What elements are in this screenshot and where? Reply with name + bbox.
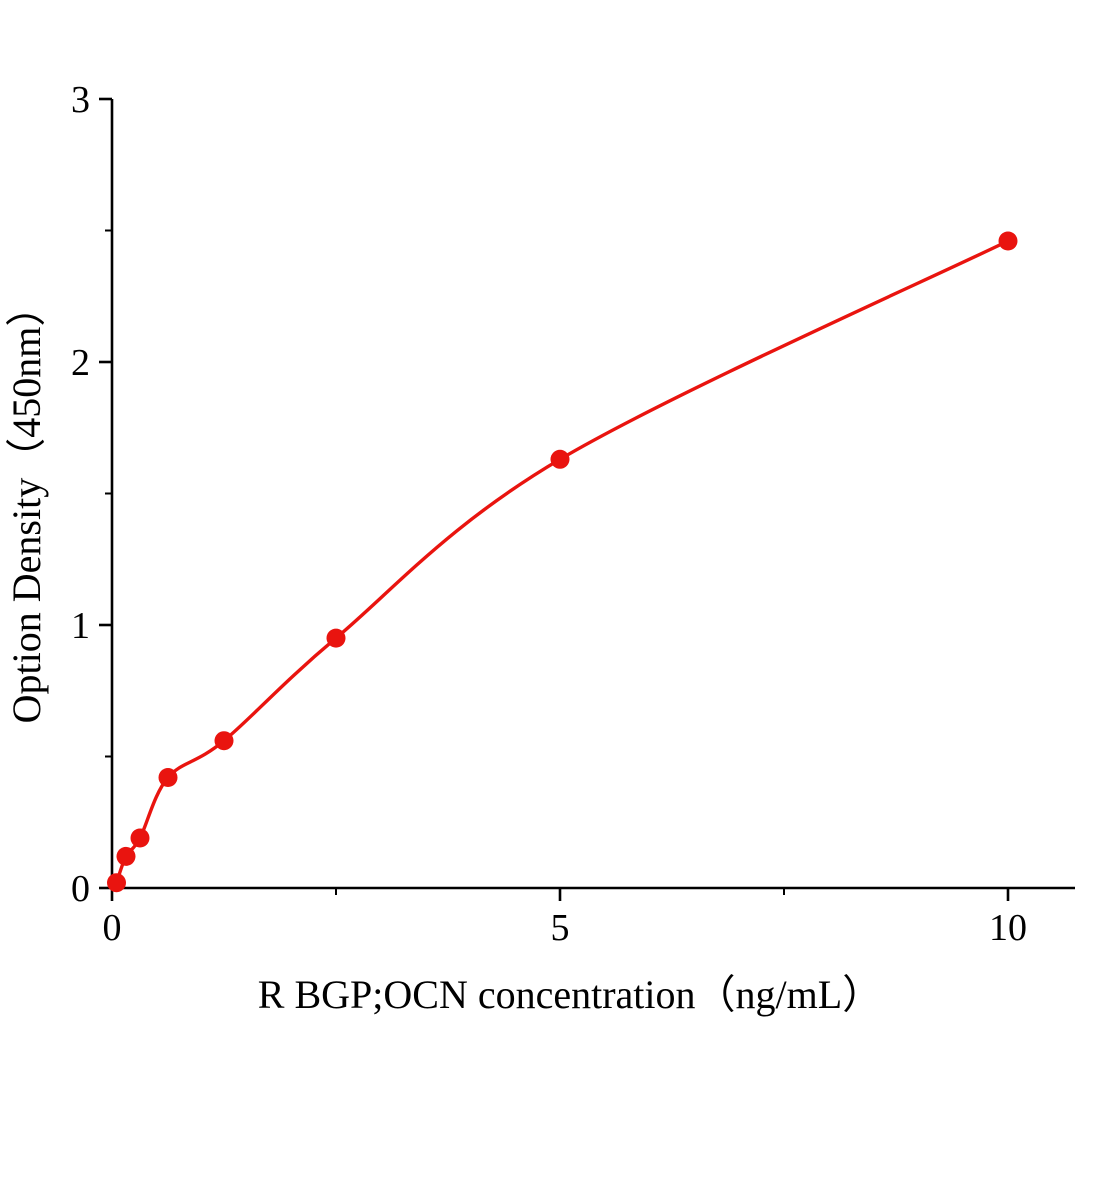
axes-layer: 0 5 10 0 1 2 3	[71, 79, 1075, 949]
y-tick-label: 3	[71, 79, 90, 121]
points-layer	[107, 231, 1018, 893]
data-point	[326, 628, 346, 648]
data-point	[130, 828, 150, 848]
labels-layer: R BGP;OCN concentration（ng/mL） Option De…	[4, 287, 882, 1017]
x-tick-label: 10	[989, 907, 1027, 949]
y-tick-label: 0	[71, 868, 90, 910]
data-point	[550, 449, 570, 469]
data-point	[116, 846, 136, 866]
data-point	[214, 731, 234, 751]
x-tick-label: 5	[551, 907, 570, 949]
x-axis-title: R BGP;OCN concentration（ng/mL）	[258, 972, 882, 1017]
fit-curve	[114, 239, 1010, 885]
curve-layer	[114, 239, 1010, 885]
y-tick-label: 2	[71, 342, 90, 384]
data-point	[158, 768, 178, 787]
x-tick-label: 0	[103, 907, 122, 949]
y-tick-label: 1	[71, 605, 90, 647]
y-axis-title: Option Density（450nm）	[4, 287, 49, 724]
data-point	[998, 231, 1018, 251]
data-point	[107, 873, 126, 893]
